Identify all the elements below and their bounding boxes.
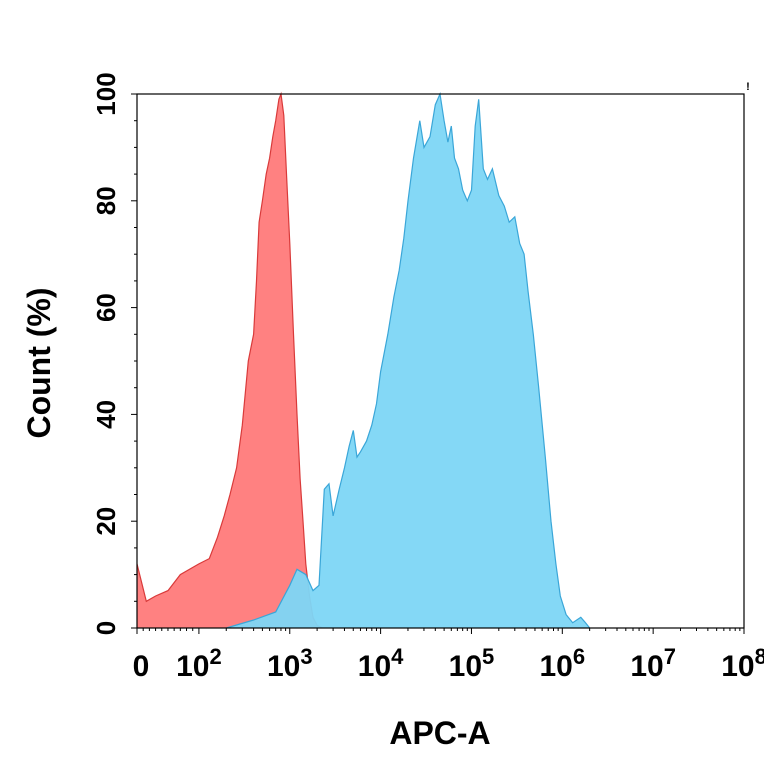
x-tick-label: 108 bbox=[721, 644, 764, 683]
x-tick-label: 106 bbox=[539, 644, 585, 683]
x-tick-label: 104 bbox=[358, 644, 404, 683]
series-1-line bbox=[136, 91, 323, 629]
y-tick-label: 80 bbox=[91, 186, 121, 215]
series-2-area bbox=[226, 94, 590, 628]
x-tick-label: 0 bbox=[133, 650, 150, 683]
y-axis-title: Count (%) bbox=[21, 287, 57, 438]
x-axis-ticks: 0 102 103 104 105 106 107 108 bbox=[133, 628, 764, 683]
series-1-area bbox=[137, 94, 323, 628]
y-tick-label: 40 bbox=[91, 400, 121, 429]
y-tick-label: 60 bbox=[91, 293, 121, 322]
y-tick-label: 100 bbox=[91, 72, 121, 115]
x-axis-title: APC-A bbox=[389, 715, 490, 751]
y-tick-label: 20 bbox=[91, 507, 121, 536]
x-tick-label: 107 bbox=[630, 644, 676, 683]
x-tick-label: 105 bbox=[449, 644, 495, 683]
y-tick-label: 0 bbox=[91, 621, 121, 635]
x-tick-label: 102 bbox=[176, 644, 222, 683]
corner-mark: ! bbox=[746, 81, 750, 93]
plot-area bbox=[136, 91, 591, 629]
y-axis-ticks: 0 20 40 60 80 100 bbox=[91, 72, 137, 635]
x-tick-label: 103 bbox=[267, 644, 313, 683]
